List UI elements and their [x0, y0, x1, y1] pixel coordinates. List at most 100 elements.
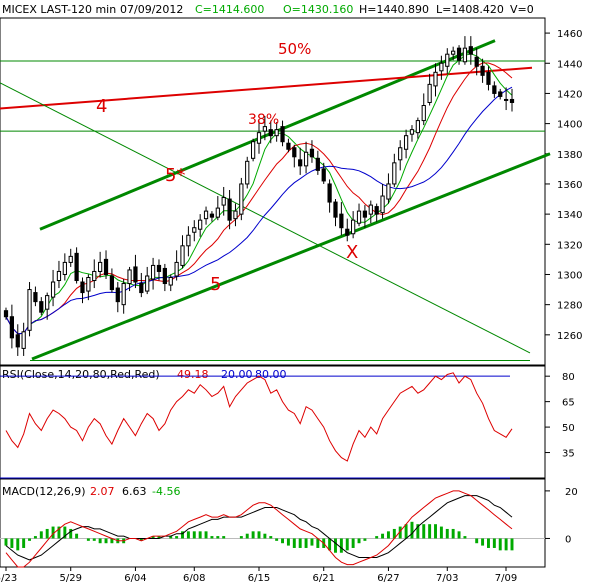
candle-body-down — [374, 206, 379, 215]
lower-channel-line — [31, 152, 551, 361]
candlestick — [68, 248, 73, 267]
x-tick-label: 7/03 — [436, 573, 458, 584]
price-tick-label: 1300 — [557, 270, 582, 281]
candlestick — [9, 304, 15, 349]
trendline-4 — [0, 66, 533, 110]
candlestick — [203, 206, 209, 225]
candlestick — [280, 120, 285, 147]
candlestick — [50, 269, 56, 307]
candlestick — [15, 324, 20, 356]
candlestick — [115, 282, 120, 313]
x-tick-label: 6/04 — [124, 573, 146, 584]
rsi-panel: RSI(Close,14,20,80,Red,Red) 49.18 20.00 … — [0, 365, 575, 479]
candle-body-up — [233, 210, 238, 220]
candlestick — [80, 277, 85, 304]
price-tick-label: 1280 — [557, 301, 582, 312]
header-open: O=1430.160 — [283, 3, 353, 16]
candlestick — [315, 150, 320, 175]
candlestick — [62, 253, 67, 281]
candlestick — [215, 196, 220, 221]
candle-body-up — [174, 261, 179, 277]
candle-body-down — [456, 47, 462, 61]
candlestick — [392, 153, 397, 187]
candlestick — [433, 63, 438, 97]
header-close: C=1414.600 — [195, 3, 264, 16]
candlestick — [239, 177, 244, 221]
candlestick — [292, 144, 297, 168]
candlestick — [262, 116, 268, 141]
candlestick — [274, 122, 279, 142]
candlestick — [109, 268, 115, 293]
candle-body-down — [292, 147, 297, 158]
candle-body-up — [180, 245, 185, 266]
header-date: 07/09/2012 — [120, 3, 183, 16]
candle-body-up — [127, 269, 132, 285]
candle-body-up — [439, 62, 444, 72]
macd-frame — [0, 478, 546, 568]
candlestick — [439, 55, 444, 80]
candle-body-down — [109, 275, 115, 291]
rsi-series — [5, 372, 513, 462]
candlestick — [451, 46, 456, 61]
price-tick-label: 1320 — [557, 240, 582, 251]
candle-body-down — [280, 126, 285, 143]
price-tick-label: 1420 — [557, 89, 582, 100]
candle-body-up — [351, 219, 356, 235]
candle-body-down — [268, 129, 273, 137]
price-tick-label: 1400 — [557, 120, 582, 131]
candle-body-up — [21, 331, 26, 349]
candle-body-down — [315, 157, 320, 171]
candlestick — [409, 125, 415, 142]
rsi-label: RSI(Close,14,20,80,Red,Red) — [2, 368, 160, 381]
candlestick — [286, 138, 291, 153]
candlestick — [351, 211, 356, 239]
annotation-50pct: 50% — [278, 40, 311, 58]
candlestick — [386, 173, 391, 204]
candle-body-up — [462, 47, 468, 63]
price-axis: 1260 1280 1300 1320 1340 1360 1380 1400 1420 1440… — [545, 29, 582, 342]
ma-fast-line — [5, 53, 513, 335]
candle-body-down — [309, 148, 315, 158]
candle-body-down — [321, 168, 326, 182]
candlestick — [209, 211, 215, 222]
candle-body-up — [445, 53, 450, 67]
candlestick — [445, 48, 450, 74]
x-tick-label: 6/27 — [377, 573, 399, 584]
candlestick — [221, 186, 226, 216]
candlestick — [380, 183, 385, 219]
candle-body-up — [27, 289, 32, 331]
x-tick-label: 6/21 — [312, 573, 334, 584]
candlestick — [268, 120, 273, 144]
candlestick — [139, 272, 144, 298]
x-tick-label: 7/09 — [495, 573, 517, 584]
macd-tick-label: 0 — [565, 534, 571, 545]
candlestick — [486, 66, 491, 91]
candlestick — [345, 218, 350, 242]
candle-body-up — [203, 210, 209, 220]
candle-body-up — [198, 219, 203, 230]
candlestick — [398, 140, 403, 171]
candlestick — [127, 266, 132, 292]
candle-body-down — [39, 301, 44, 313]
candle-body-down — [33, 292, 38, 303]
candlestick — [33, 286, 38, 307]
x-tick-label: 5/29 — [59, 573, 81, 584]
ma-slow-line — [5, 86, 513, 335]
candlestick — [121, 279, 126, 314]
candlestick — [45, 292, 50, 320]
candlestick — [321, 162, 326, 184]
rsi-gridlines — [0, 375, 510, 479]
candle-body-up — [121, 283, 126, 306]
price-tick-label: 1440 — [557, 59, 582, 70]
rsi-value: 49.18 — [177, 368, 209, 381]
candlestick — [474, 48, 479, 76]
candlestick — [456, 45, 462, 65]
candlestick — [356, 203, 362, 227]
candle-body-up — [451, 50, 456, 55]
x-tick-label: 5/23 — [0, 573, 17, 584]
candlestick — [333, 199, 338, 227]
candlestick — [303, 141, 309, 174]
candle-body-down — [139, 283, 144, 294]
candlestick — [421, 93, 426, 126]
